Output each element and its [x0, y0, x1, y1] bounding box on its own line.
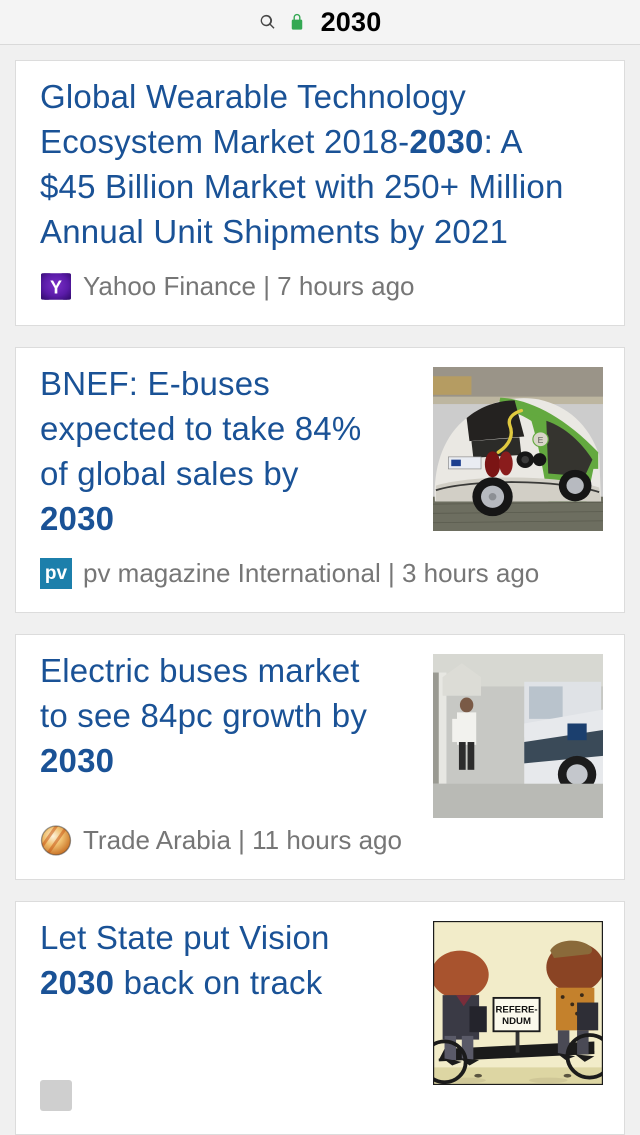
svg-text:E: E — [538, 435, 544, 445]
svg-text:REFERE-: REFERE- — [496, 1004, 538, 1015]
svg-text:NDUM: NDUM — [502, 1015, 531, 1026]
svg-text:Y: Y — [50, 278, 62, 298]
